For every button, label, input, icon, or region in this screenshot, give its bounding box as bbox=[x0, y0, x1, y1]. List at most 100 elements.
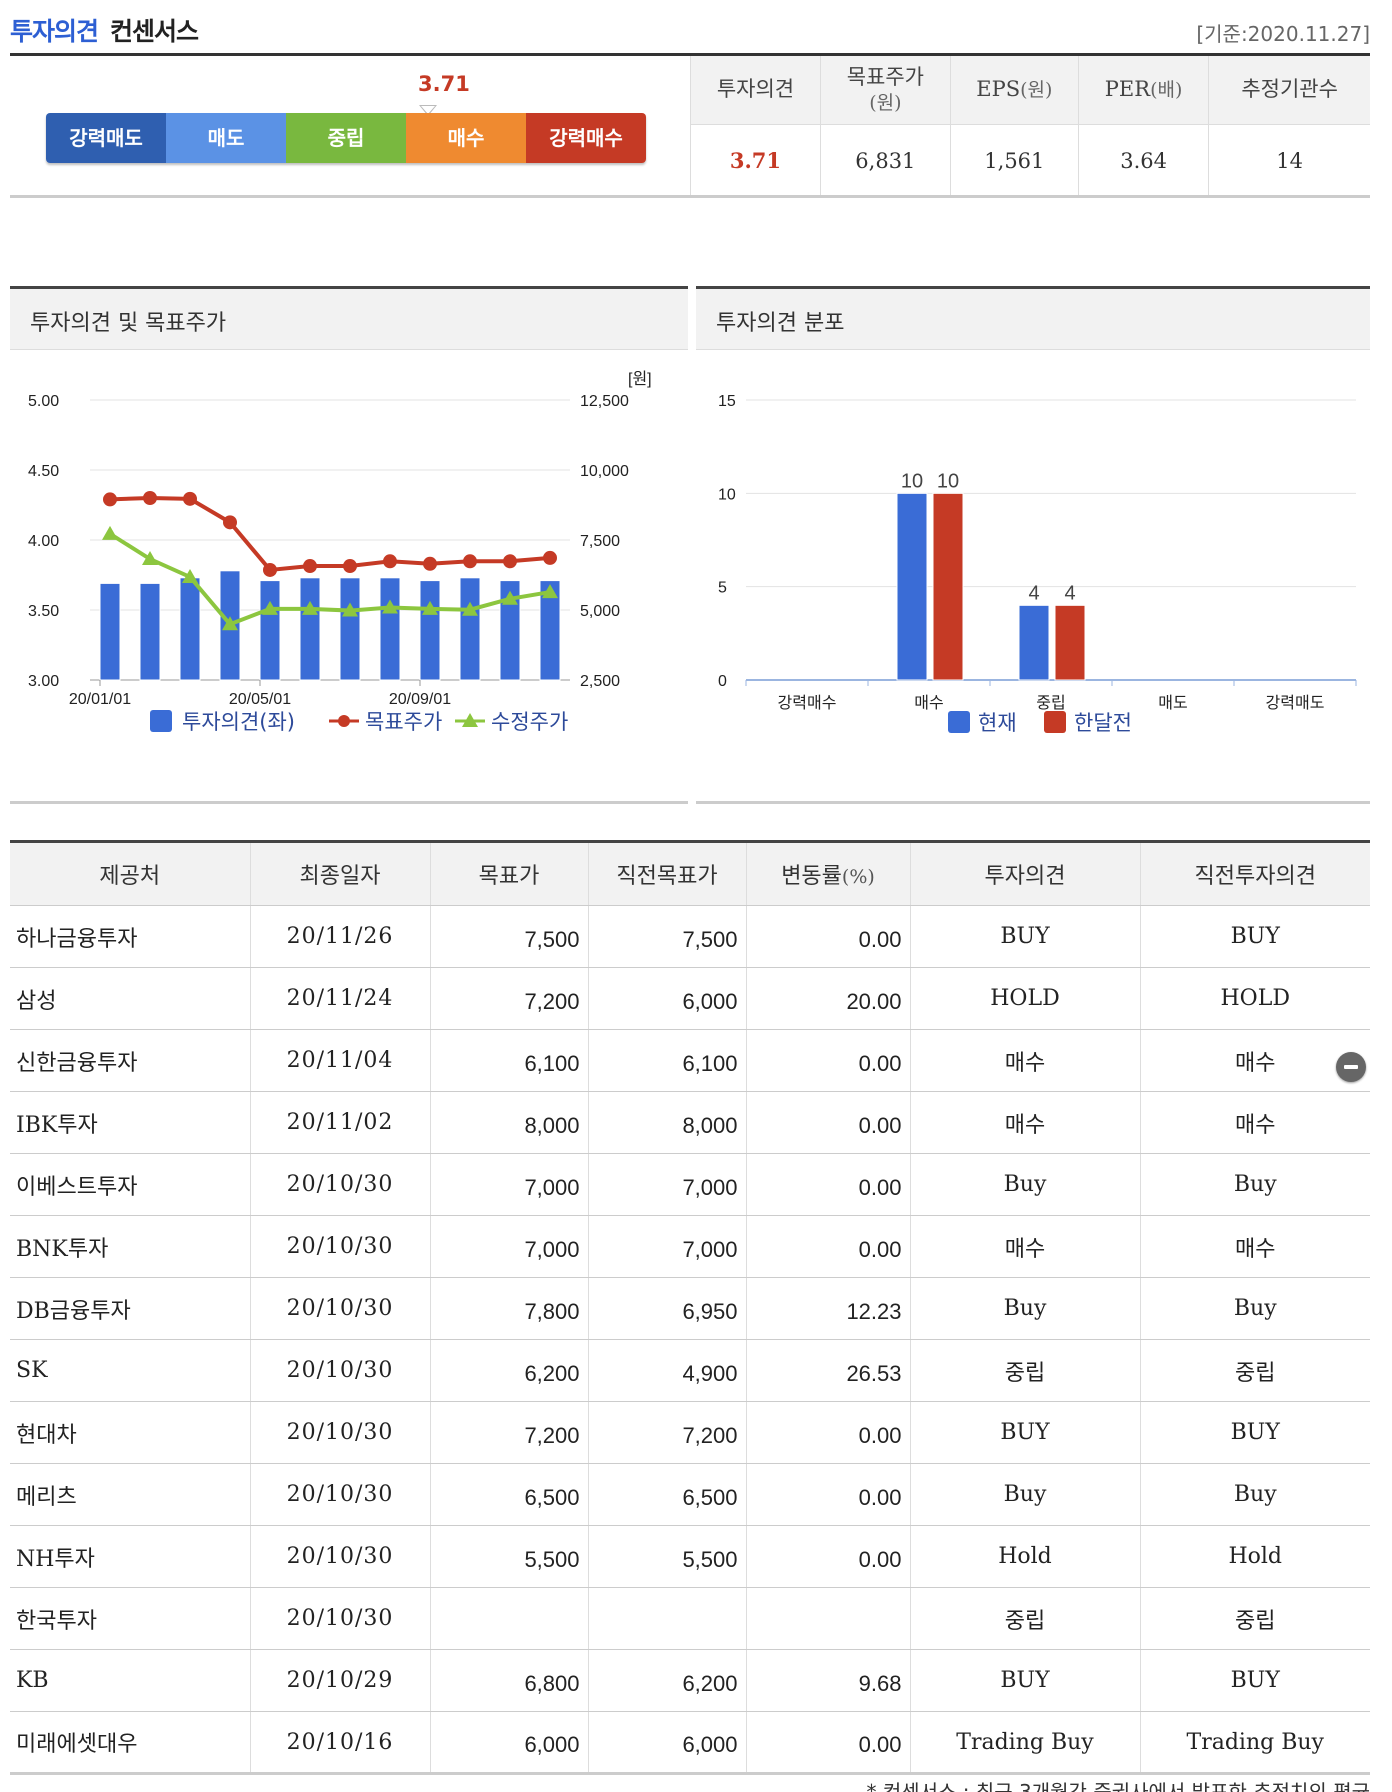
y-left-tick-label: 4.50 bbox=[28, 463, 59, 480]
provider-cell[interactable]: 메리츠 bbox=[10, 1463, 250, 1526]
target-price-point bbox=[503, 554, 517, 569]
prev-target-cell: 7,000 bbox=[587, 1153, 746, 1216]
opinion-cell: BUY bbox=[909, 905, 1140, 968]
prev-target-cell: 8,000 bbox=[587, 1091, 746, 1154]
date-cell: 20/10/30 bbox=[249, 1401, 430, 1464]
y-tick-label: 5 bbox=[718, 580, 727, 597]
opinion-bar bbox=[179, 577, 201, 681]
col-header-prev-opinion[interactable]: 직전투자의견 bbox=[1139, 840, 1370, 906]
opinion-target-panel-title: 투자의견 및 목표주가 bbox=[10, 286, 688, 350]
summary-divider bbox=[10, 195, 1370, 198]
date-cell: 20/10/30 bbox=[249, 1587, 430, 1650]
opinion-bar bbox=[339, 577, 361, 681]
provider-cell[interactable]: 신한금융투자 bbox=[10, 1029, 250, 1092]
adjusted-price-point bbox=[422, 600, 438, 615]
y-right-tick-label: 2,500 bbox=[580, 673, 620, 690]
prev-opinion-cell: 매수 bbox=[1139, 1029, 1370, 1092]
target-price-point bbox=[383, 554, 397, 569]
month-ago-bar bbox=[932, 492, 964, 681]
opinion-cell: 매수 bbox=[909, 1215, 1140, 1278]
opinion-bar bbox=[99, 582, 121, 681]
gauge-segment-0: 강력매도 bbox=[46, 113, 166, 163]
y-tick-label: 0 bbox=[718, 673, 727, 690]
opinion-bar bbox=[499, 580, 521, 681]
provider-cell[interactable]: 현대차 bbox=[10, 1401, 250, 1464]
provider-cell[interactable]: SK bbox=[10, 1339, 250, 1402]
provider-cell[interactable]: DB금융투자 bbox=[10, 1277, 250, 1340]
provider-cell[interactable]: KB bbox=[10, 1649, 250, 1712]
col-header-change[interactable]: 변동률(%) bbox=[745, 840, 910, 906]
prev-target-cell: 6,200 bbox=[587, 1649, 746, 1712]
col-header-date[interactable]: 최종일자 bbox=[249, 840, 430, 906]
date-cell: 20/10/30 bbox=[249, 1339, 430, 1402]
target-cell: 6,100 bbox=[429, 1029, 588, 1092]
target-price-point bbox=[343, 559, 357, 574]
collapse-minus-icon[interactable] bbox=[1336, 1052, 1366, 1082]
opinion-cell: Trading Buy bbox=[909, 1711, 1140, 1775]
data-label: 10 bbox=[937, 470, 959, 492]
x-tick-label: 강력매도 bbox=[1266, 693, 1325, 712]
col-header-provider[interactable]: 제공처 bbox=[10, 840, 250, 906]
prev-target-cell: 6,500 bbox=[587, 1463, 746, 1526]
provider-cell[interactable]: 삼성 bbox=[10, 967, 250, 1030]
adjusted-price-point bbox=[262, 600, 278, 615]
date-cell: 20/10/29 bbox=[249, 1649, 430, 1712]
page-title: 컨센서스 bbox=[110, 17, 199, 46]
gauge-segment-4: 강력매수 bbox=[526, 113, 646, 163]
opinion-target-panel: 투자의견 및 목표주가 5.00 4.50 4.00 3.50 3.00 12,500 10… bbox=[10, 286, 688, 804]
table-row: 현대차 20/10/30 7,200 7,200 0.00 BUY BUY bbox=[10, 1401, 1370, 1464]
prev-target-cell bbox=[587, 1587, 746, 1650]
legend-label: 한달전 bbox=[1074, 711, 1132, 735]
x-tick-label: 중립 bbox=[1036, 693, 1065, 712]
provider-cell[interactable]: NH투자 bbox=[10, 1525, 250, 1588]
prev-target-cell: 7,000 bbox=[587, 1215, 746, 1278]
consensus-summary-table: 투자의견 목표주가 (원) EPS(원) PER(배) 추정기관수 3.71 6,… bbox=[690, 56, 1370, 197]
target-cell: 8,000 bbox=[429, 1091, 588, 1154]
prev-opinion-cell: BUY bbox=[1139, 1649, 1370, 1712]
change-cell: 0.00 bbox=[745, 1029, 910, 1092]
opinion-cell: HOLD bbox=[909, 967, 1140, 1030]
current-bar bbox=[896, 492, 928, 681]
data-label: 10 bbox=[901, 470, 923, 492]
date-cell: 20/10/30 bbox=[249, 1277, 430, 1340]
x-tick-label: 매수 bbox=[914, 693, 943, 712]
prev-opinion-cell: 중립 bbox=[1139, 1587, 1370, 1650]
summary-header-per-unit: (배) bbox=[1150, 79, 1183, 102]
provider-cell[interactable]: 미래에셋대우 bbox=[10, 1711, 250, 1775]
opinion-cell: BUY bbox=[909, 1401, 1140, 1464]
provider-cell[interactable]: 한국투자 bbox=[10, 1587, 250, 1650]
provider-cell[interactable]: 이베스트투자 bbox=[10, 1153, 250, 1216]
prev-opinion-cell: 매수 bbox=[1139, 1215, 1370, 1278]
col-header-change-unit: (%) bbox=[841, 866, 875, 888]
col-header-target[interactable]: 목표가 bbox=[429, 840, 588, 906]
opinion-bar bbox=[419, 580, 441, 681]
target-cell: 7,000 bbox=[429, 1215, 588, 1278]
prev-target-cell: 6,950 bbox=[587, 1277, 746, 1340]
target-price-point bbox=[463, 554, 477, 569]
date-cell: 20/10/30 bbox=[249, 1525, 430, 1588]
table-row: 한국투자 20/10/30 중립 중립 bbox=[10, 1587, 1370, 1650]
provider-cell[interactable]: IBK투자 bbox=[10, 1091, 250, 1154]
col-header-prev-target[interactable]: 직전목표가 bbox=[587, 840, 746, 906]
change-cell: 0.00 bbox=[745, 1091, 910, 1154]
date-cell: 20/10/30 bbox=[249, 1215, 430, 1278]
y-right-tick-label: 5,000 bbox=[580, 603, 620, 620]
prev-target-cell: 4,900 bbox=[587, 1339, 746, 1402]
opinion-cell: Hold bbox=[909, 1525, 1140, 1588]
opinion-distribution-panel-title: 투자의견 분포 bbox=[696, 286, 1370, 350]
current-bar bbox=[1018, 604, 1050, 681]
provider-cell[interactable]: 하나금융투자 bbox=[10, 905, 250, 968]
y-left-tick-label: 3.50 bbox=[28, 603, 59, 620]
summary-header-per-label: PER bbox=[1104, 77, 1151, 102]
col-header-opinion[interactable]: 투자의견 bbox=[909, 840, 1140, 906]
target-price-point bbox=[423, 556, 437, 571]
provider-cell[interactable]: BNK투자 bbox=[10, 1215, 250, 1278]
target-price-point bbox=[143, 491, 157, 505]
gauge-segment-2: 중립 bbox=[286, 113, 406, 163]
month-ago-bar bbox=[1054, 604, 1086, 681]
panel-bottom-border bbox=[10, 801, 688, 804]
legend-label: 투자의견(좌) bbox=[182, 710, 295, 734]
opinion-cell: Buy bbox=[909, 1153, 1140, 1216]
gauge-pointer-icon bbox=[419, 105, 437, 116]
